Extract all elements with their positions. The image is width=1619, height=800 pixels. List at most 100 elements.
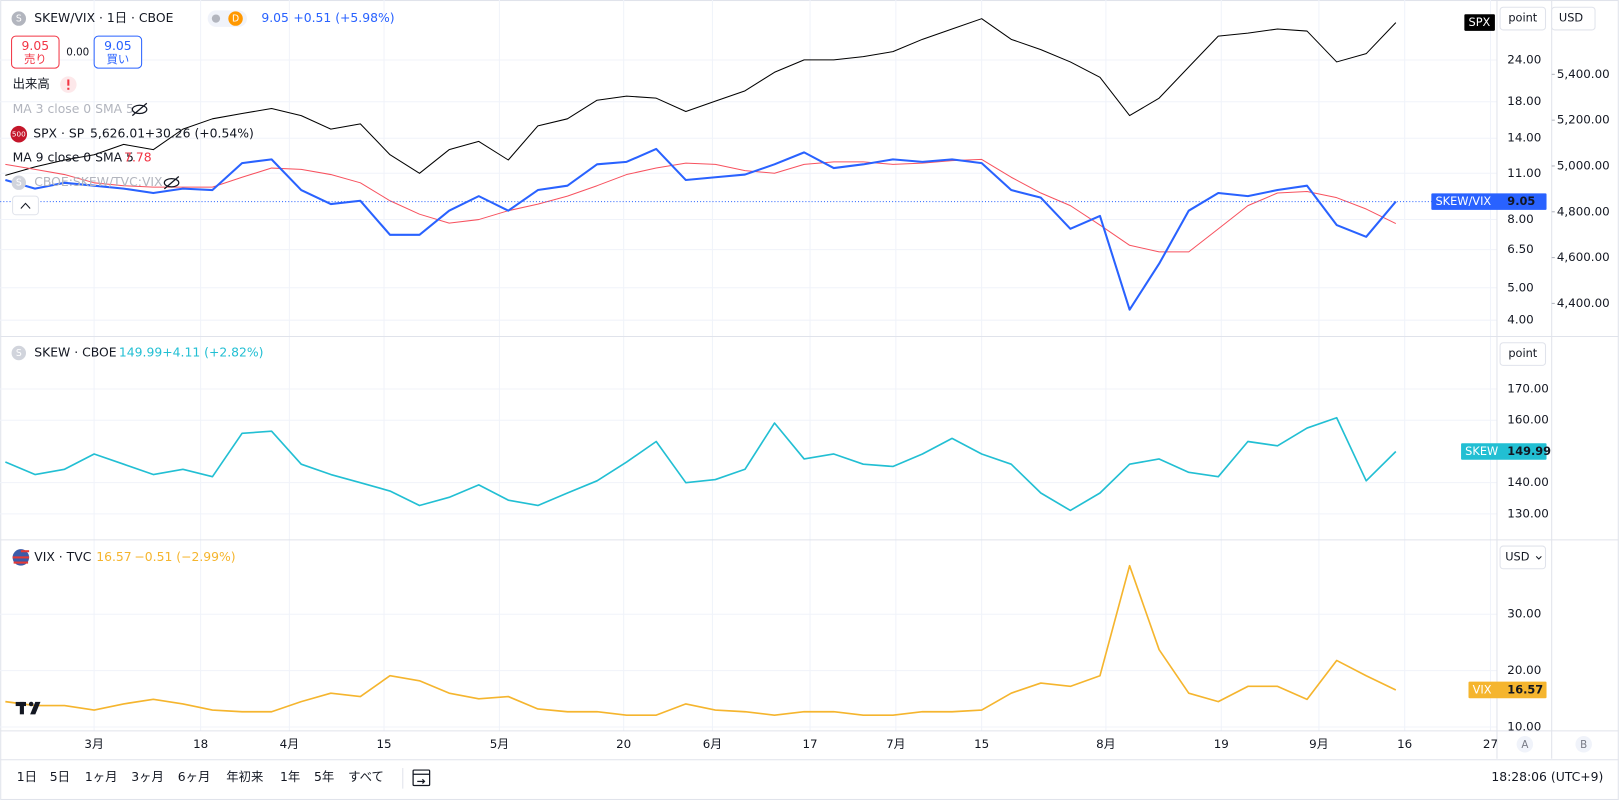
volume-label: 出来高 bbox=[13, 76, 50, 91]
badge-text: 500 bbox=[12, 130, 26, 139]
series-line bbox=[5, 564, 1397, 716]
spx-change: +30.26 (+0.54%) bbox=[145, 127, 254, 141]
sell-label: 売り bbox=[24, 52, 47, 66]
scale-unit-button[interactable] bbox=[1499, 6, 1547, 31]
y-tick-label: 18.00 bbox=[1507, 94, 1541, 108]
scale-a-button[interactable] bbox=[1516, 736, 1534, 753]
price-label-value: 16.57 bbox=[1507, 682, 1543, 696]
last-price: 149.99 bbox=[119, 346, 162, 360]
range-button[interactable]: 5日 bbox=[50, 770, 70, 784]
last-price: 16.57 bbox=[96, 550, 131, 564]
price-label-box bbox=[1468, 681, 1547, 699]
x-tick-label: 4月 bbox=[280, 737, 299, 751]
series-line bbox=[5, 147, 1397, 311]
x-tick-label: 7月 bbox=[886, 737, 905, 751]
legend: S SKEW/VIX · 1日 · CBOE D 9.05 +0.51 (+5.… bbox=[10, 10, 395, 216]
x-tick-label: 17 bbox=[803, 737, 818, 751]
hidden-icon[interactable] bbox=[131, 102, 148, 117]
collapse-icon bbox=[20, 202, 31, 209]
range-button[interactable]: 年初来 bbox=[226, 770, 263, 784]
x-tick-label: 27 bbox=[1483, 737, 1498, 751]
scale-unit-button[interactable] bbox=[1499, 342, 1547, 366]
chevron bbox=[1535, 556, 1542, 560]
y-tick-label: 4.00 bbox=[1507, 313, 1533, 327]
x-tick-label: 8月 bbox=[1096, 737, 1115, 751]
y-tick-label: 20.00 bbox=[1507, 663, 1541, 677]
y2-tick-label: 5,200.00 bbox=[1557, 113, 1610, 127]
scale-b-button[interactable] bbox=[1575, 736, 1592, 753]
date-range-icon[interactable] bbox=[412, 769, 431, 787]
series-line bbox=[5, 18, 1397, 176]
y2-tick-label: 4,400.00 bbox=[1557, 296, 1610, 310]
badge bbox=[228, 11, 243, 26]
range-button[interactable]: 3ヶ月 bbox=[131, 770, 164, 784]
x-tick-label: 9月 bbox=[1309, 737, 1328, 751]
y-tick-label: 24.00 bbox=[1507, 52, 1541, 66]
clock: 18:28:06 (UTC+9) bbox=[1491, 770, 1603, 784]
series-line bbox=[5, 416, 1397, 512]
price-label-box bbox=[1464, 14, 1495, 31]
buy-button[interactable] bbox=[93, 35, 143, 69]
y-tick-label: 30.00 bbox=[1507, 607, 1541, 621]
status-dot bbox=[211, 14, 221, 23]
range-button[interactable]: 1日 bbox=[17, 770, 37, 784]
x-tick-label: 6月 bbox=[703, 737, 722, 751]
badge bbox=[11, 11, 27, 26]
badge-text: S bbox=[16, 14, 22, 25]
currency-button[interactable] bbox=[1551, 6, 1596, 31]
range-button[interactable]: 6ヶ月 bbox=[178, 770, 211, 784]
y-tick-label: 6.50 bbox=[1507, 242, 1533, 256]
scale-unit: point bbox=[1508, 11, 1537, 25]
y2-tick-label: 4,800.00 bbox=[1557, 204, 1610, 218]
pane-title: VIX · TVC bbox=[34, 550, 91, 564]
badge-text: D bbox=[232, 14, 239, 25]
range-button[interactable]: すべて bbox=[348, 770, 384, 784]
range-button[interactable]: 1年 bbox=[280, 770, 300, 784]
price-change: +4.11 (+2.82%) bbox=[162, 346, 263, 360]
spread: 0.00 bbox=[66, 47, 89, 59]
badge-text: S bbox=[16, 348, 22, 359]
y-tick-label: 160.00 bbox=[1507, 413, 1549, 427]
range-button[interactable]: 5年 bbox=[314, 770, 334, 784]
collapse-button[interactable] bbox=[12, 195, 39, 216]
scale-a: A bbox=[1521, 739, 1528, 751]
hidden-icon[interactable] bbox=[163, 176, 180, 190]
price-change: −0.51 (−2.99%) bbox=[134, 550, 235, 564]
price-label-value: 149.99 bbox=[1507, 444, 1551, 458]
tv-logo bbox=[15, 701, 41, 715]
price-change: +0.51 (+5.98%) bbox=[293, 11, 394, 25]
price-label-box bbox=[1431, 193, 1547, 210]
x-tick-label: 18 bbox=[193, 737, 208, 751]
series-line bbox=[5, 158, 1397, 253]
x-tick-label: 19 bbox=[1214, 737, 1229, 751]
x-tick-label: 16 bbox=[1397, 737, 1412, 751]
sell-button[interactable] bbox=[11, 35, 60, 69]
range-button[interactable]: 1ヶ月 bbox=[85, 770, 118, 784]
ma9-value: 7.78 bbox=[124, 150, 152, 164]
buy-price: 9.05 bbox=[104, 39, 132, 53]
pane-title: SKEW · CBOE bbox=[34, 346, 116, 360]
price-label-name: SPX bbox=[1468, 15, 1490, 29]
badge bbox=[11, 175, 27, 190]
y2-tick-label: 5,000.00 bbox=[1557, 158, 1610, 172]
symbol-title: SKEW/VIX · 1日 · CBOE bbox=[34, 11, 173, 25]
us-flag bbox=[12, 549, 30, 566]
price-label-name: SKEW/VIX bbox=[1435, 194, 1491, 208]
currency-button[interactable] bbox=[1499, 545, 1547, 570]
x-tick-label: 3月 bbox=[84, 737, 103, 751]
y2-tick-label: 4,600.00 bbox=[1557, 250, 1610, 264]
price-label-name: SKEW bbox=[1465, 444, 1498, 458]
y-tick-label: 140.00 bbox=[1507, 475, 1549, 489]
y-tick-label: 10.00 bbox=[1507, 719, 1541, 733]
scale-b: B bbox=[1580, 739, 1587, 751]
currency: USD bbox=[1559, 11, 1584, 25]
x-tick-label: 20 bbox=[616, 737, 631, 751]
warning-icon bbox=[67, 79, 70, 86]
last-price: 9.05 bbox=[261, 11, 289, 25]
y-tick-label: 11.00 bbox=[1507, 166, 1541, 180]
price-label-box bbox=[1461, 443, 1547, 460]
badge bbox=[11, 345, 27, 361]
indicator-ma9: MA 9 close 0 SMA 5 bbox=[13, 150, 134, 164]
y-tick-label: 170.00 bbox=[1507, 382, 1549, 396]
sell-price: 9.05 bbox=[22, 39, 50, 53]
